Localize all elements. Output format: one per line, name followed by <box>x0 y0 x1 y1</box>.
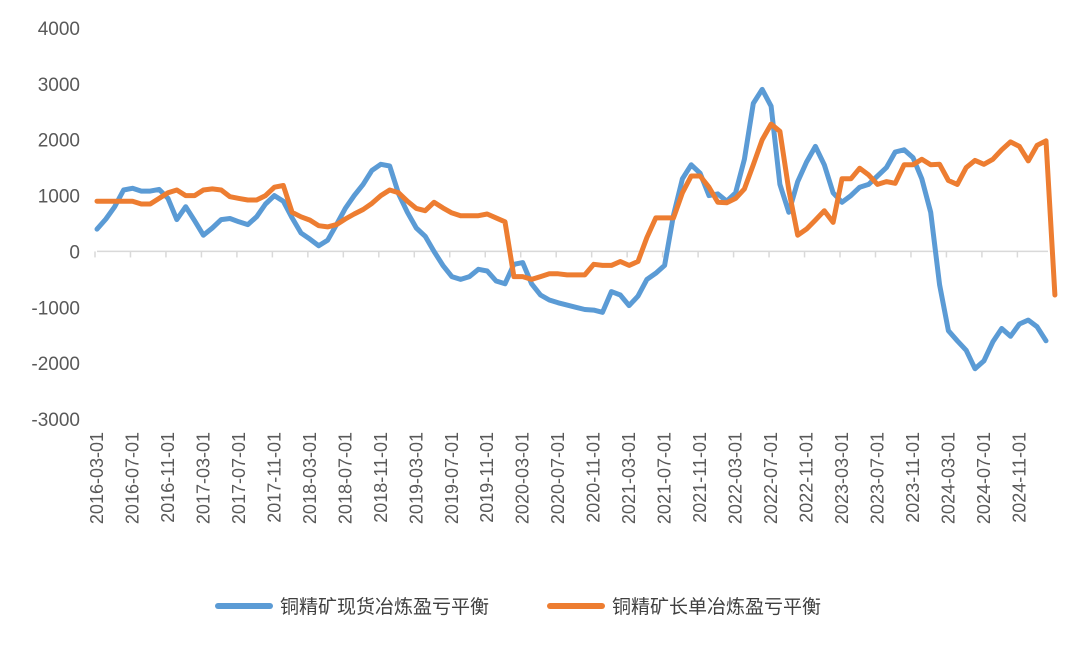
y-tick-label: -2000 <box>31 354 80 375</box>
legend-item-longterm: 铜精矿长单冶炼盈亏平衡 <box>547 596 821 618</box>
legend-label-longterm: 铜精矿长单冶炼盈亏平衡 <box>612 596 821 618</box>
x-tick-label: 2018-07-01 <box>335 432 355 524</box>
y-axis-ticks: 4000 3000 2000 1000 0 -1000 -2000 -3000 <box>31 19 80 431</box>
y-tick-label: -3000 <box>31 410 80 431</box>
y-tick-label: 4000 <box>38 19 80 40</box>
x-tick-label: 2022-07-01 <box>761 432 781 524</box>
x-tick-label: 2018-11-01 <box>371 432 391 523</box>
x-tick-label: 2016-07-01 <box>122 432 142 524</box>
legend-label-spot: 铜精矿现货冶炼盈亏平衡 <box>280 596 489 618</box>
x-tick-label: 2021-07-01 <box>655 432 675 524</box>
y-tick-label: 1000 <box>38 187 80 208</box>
series-line-spot <box>94 86 1049 372</box>
x-tick-label: 2019-11-01 <box>477 432 497 523</box>
x-tick-label: 2024-03-01 <box>938 432 958 524</box>
x-tick-label: 2020-11-01 <box>584 432 604 523</box>
x-tick-label: 2016-03-01 <box>87 432 107 524</box>
x-tick-label: 2020-03-01 <box>513 432 533 524</box>
x-tick-label: 2023-07-01 <box>867 432 887 524</box>
series-lines <box>94 86 1058 372</box>
x-tick-label: 2022-11-01 <box>797 432 817 523</box>
x-tick-label: 2023-03-01 <box>832 432 852 524</box>
x-tick-label: 2020-07-01 <box>548 432 568 524</box>
x-tick-label: 2021-11-01 <box>690 432 710 523</box>
series-line-longterm <box>94 121 1058 298</box>
x-tick-label: 2024-11-01 <box>1009 432 1029 523</box>
x-tick-label: 2017-03-01 <box>193 432 213 524</box>
x-tick-label: 2017-07-01 <box>229 432 249 524</box>
y-tick-label: 0 <box>69 242 80 263</box>
x-tick-label: 2019-07-01 <box>442 432 462 524</box>
x-tick-label: 2023-11-01 <box>903 432 923 523</box>
x-tick-label: 2019-03-01 <box>406 432 426 524</box>
legend: 铜精矿现货冶炼盈亏平衡 铜精矿长单冶炼盈亏平衡 <box>215 596 821 618</box>
x-axis <box>94 250 1048 258</box>
legend-item-spot: 铜精矿现货冶炼盈亏平衡 <box>215 596 489 618</box>
y-tick-label: 3000 <box>38 75 80 96</box>
x-tick-label: 2024-07-01 <box>974 432 994 524</box>
x-tick-label: 2022-03-01 <box>726 432 746 524</box>
x-tick-label: 2017-11-01 <box>264 432 284 523</box>
x-tick-label: 2016-11-01 <box>158 432 178 523</box>
y-tick-label: 2000 <box>38 131 80 152</box>
x-tick-label: 2018-03-01 <box>300 432 320 524</box>
x-axis-ticks: 2016-03-01 2016-07-01 2016-11-01 2017-03-01… <box>87 432 1029 524</box>
x-tick-label: 2021-03-01 <box>619 432 639 524</box>
y-tick-label: -1000 <box>31 298 80 319</box>
